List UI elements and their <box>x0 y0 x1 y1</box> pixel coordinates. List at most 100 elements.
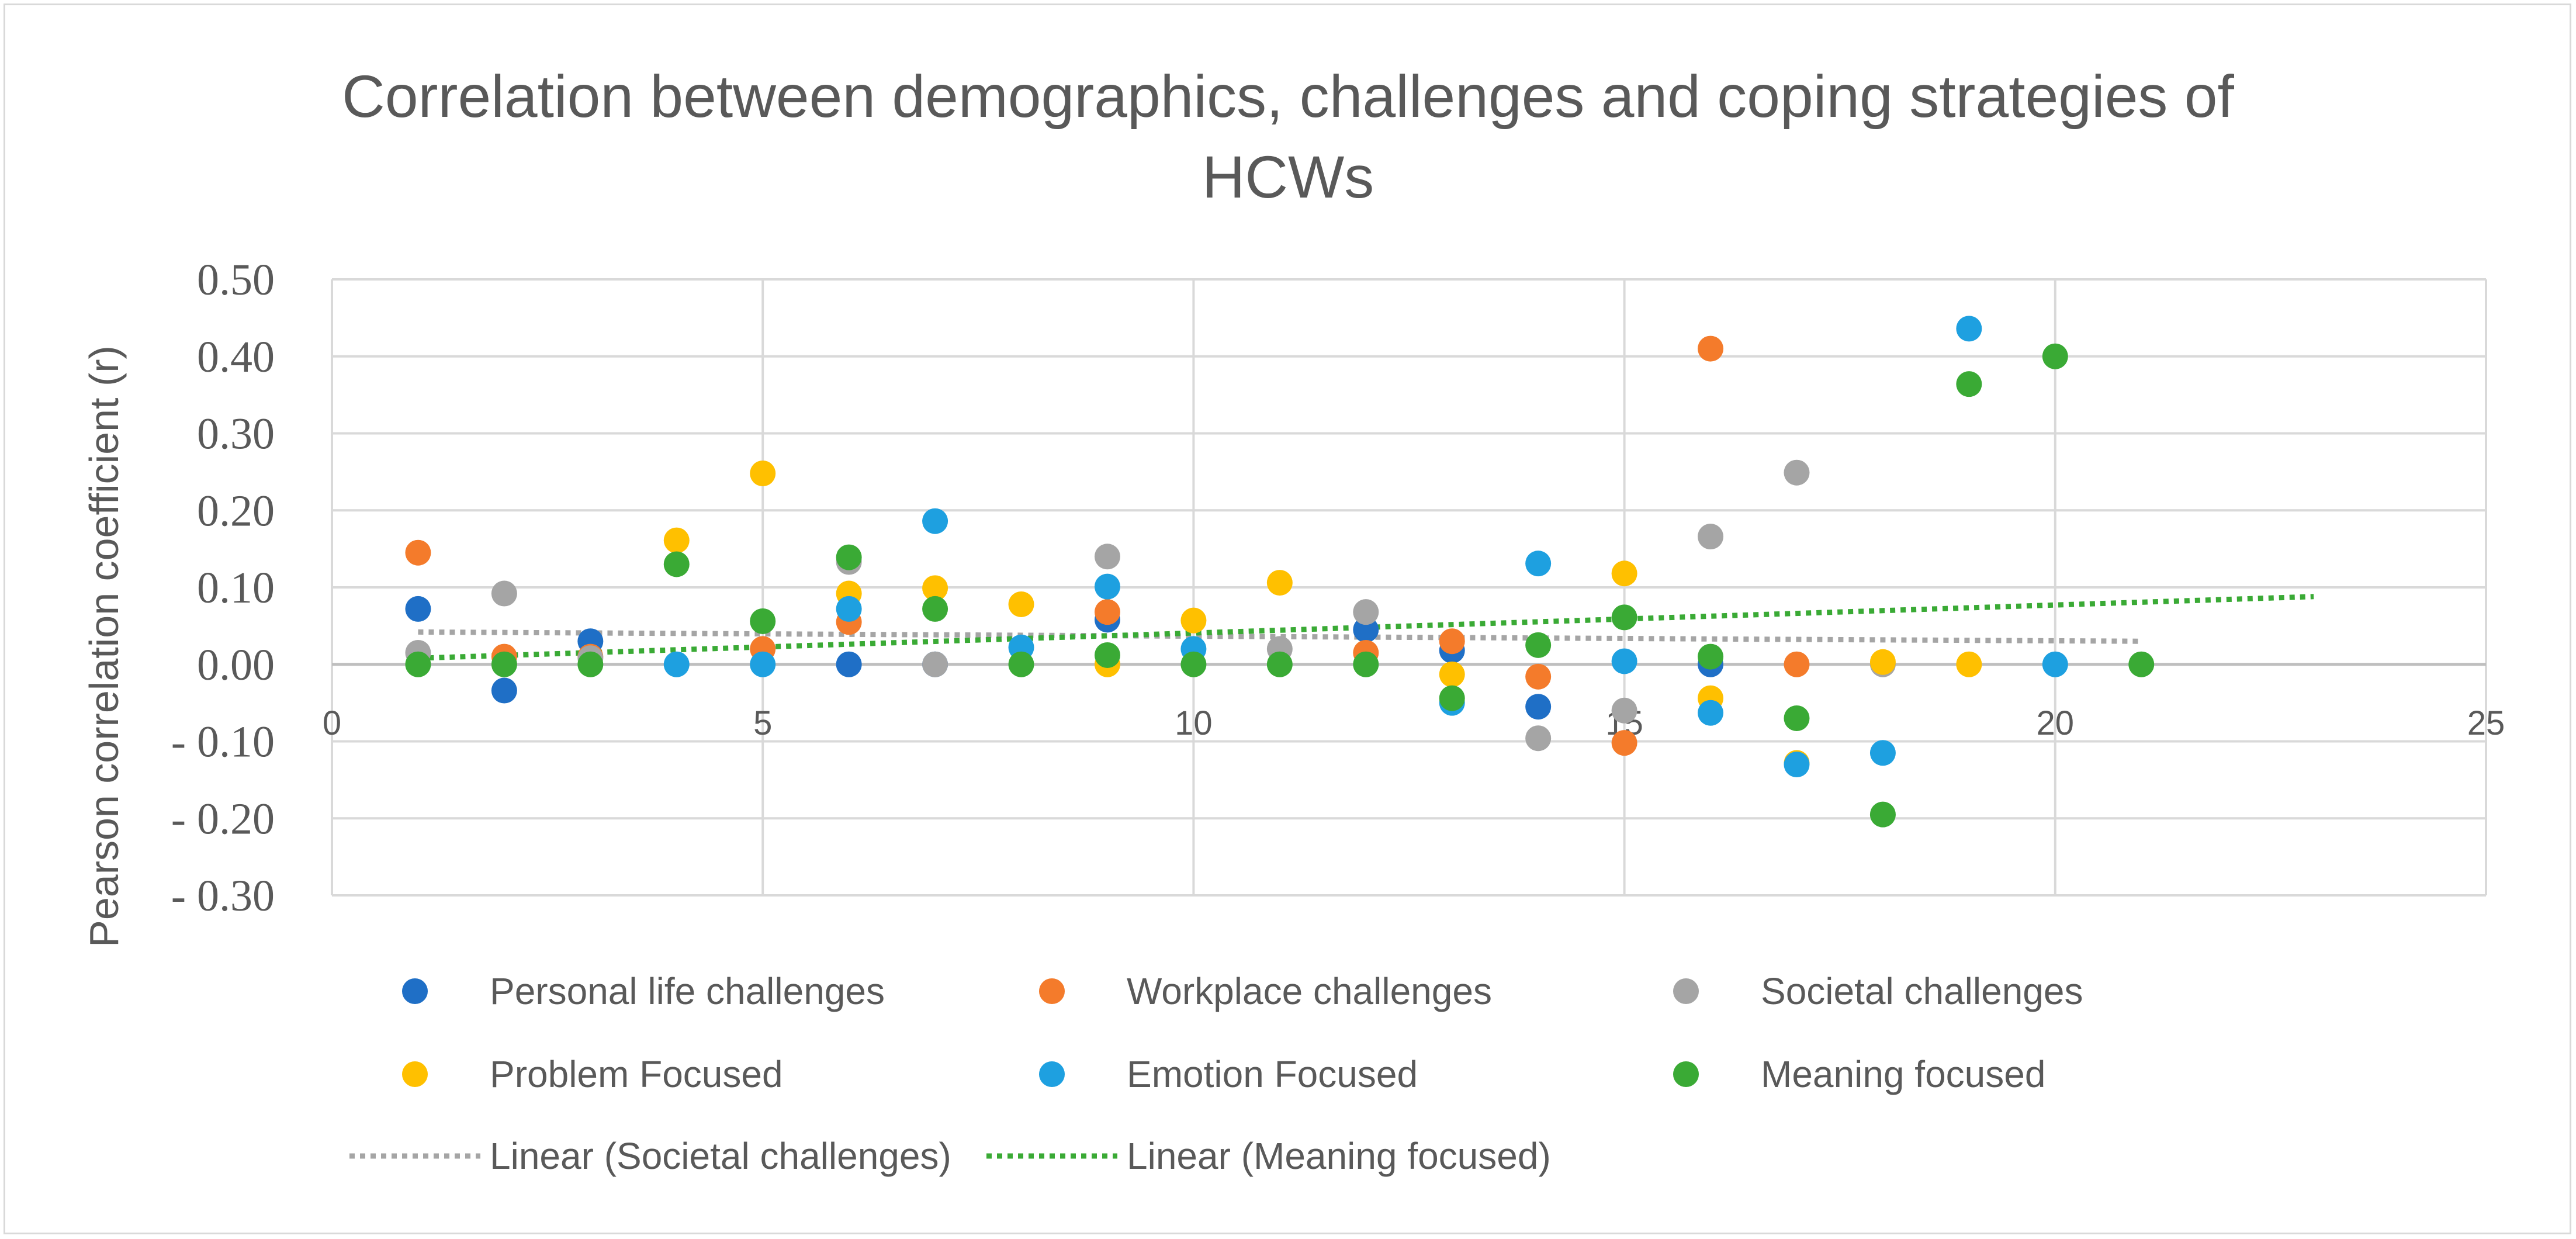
point-emotion-focused <box>1784 752 1810 778</box>
point-workplace-challenges <box>1094 599 1120 625</box>
legend-label-societal-challenges: Societal challenges <box>1761 970 2083 1012</box>
legend-label-workplace-challenges: Workplace challenges <box>1127 970 1492 1012</box>
point-meaning-focused <box>1956 371 1982 397</box>
point-meaning-focused <box>491 651 517 677</box>
y-tick-label: 0.00 <box>197 641 275 690</box>
y-tick-label: - 0.20 <box>171 794 275 843</box>
y-tick-label: 0.50 <box>197 255 275 304</box>
point-workplace-challenges <box>1698 335 1724 362</box>
y-tick-label: - 0.30 <box>171 871 275 920</box>
y-tick-label: - 0.10 <box>171 718 275 767</box>
trendline-linear-societal-challenges <box>418 629 2142 644</box>
point-meaning-focused <box>1439 685 1465 711</box>
point-meaning-focused <box>2042 343 2068 369</box>
point-societal-challenges <box>1525 725 1552 752</box>
x-tick-label: 0 <box>323 704 341 742</box>
point-emotion-focused <box>836 596 862 622</box>
point-meaning-focused <box>1266 651 1293 677</box>
point-meaning-focused <box>1784 705 1810 731</box>
point-workplace-challenges <box>1784 651 1810 677</box>
legend-marker-meaning-focused <box>1673 1061 1699 1087</box>
point-societal-challenges <box>1698 524 1724 550</box>
y-tick-label: 0.20 <box>197 486 275 535</box>
point-problem-focused <box>663 527 690 553</box>
x-tick-label: 25 <box>2467 704 2505 742</box>
point-meaning-focused <box>1869 801 1896 828</box>
legend-marker-personal-life-challenges <box>402 978 428 1004</box>
point-personal-life-challenges <box>1525 694 1552 720</box>
point-meaning-focused <box>836 544 862 570</box>
legend: Personal life challenges Workplace challe… <box>349 970 2083 1177</box>
chart-title-line-2: HCWs <box>1202 144 1374 210</box>
point-meaning-focused <box>663 551 690 577</box>
y-axis-label: Pearson correlation coefficient (r) <box>81 345 127 947</box>
point-meaning-focused <box>1094 642 1120 668</box>
legend-marker-workplace-challenges <box>1039 978 1065 1004</box>
point-emotion-focused <box>922 508 948 534</box>
legend-marker-emotion-focused <box>1039 1061 1065 1087</box>
point-meaning-focused <box>1525 632 1552 658</box>
point-workplace-challenges <box>405 539 431 566</box>
point-workplace-challenges <box>1439 628 1465 655</box>
point-meaning-focused <box>2128 651 2155 677</box>
point-societal-challenges <box>922 651 948 677</box>
gridlines <box>331 278 2487 897</box>
point-emotion-focused <box>1525 551 1552 577</box>
x-tick-label: 10 <box>1175 704 1213 742</box>
point-personal-life-challenges <box>836 651 862 677</box>
point-meaning-focused <box>750 608 776 634</box>
legend-marker-problem-focused <box>402 1061 428 1087</box>
point-emotion-focused <box>1611 648 1637 674</box>
point-societal-challenges <box>1094 544 1120 570</box>
point-meaning-focused <box>1611 604 1637 631</box>
y-tick-label: 0.40 <box>197 333 275 382</box>
point-workplace-challenges <box>1525 663 1552 690</box>
point-personal-life-challenges <box>405 596 431 622</box>
legend-label-personal-life-challenges: Personal life challenges <box>490 970 885 1012</box>
point-personal-life-challenges <box>491 677 517 704</box>
point-problem-focused <box>1266 570 1293 596</box>
point-societal-challenges <box>1784 459 1810 486</box>
point-problem-focused <box>750 461 776 487</box>
axes: 0.50 0.40 0.30 0.20 0.10 0.00 - 0.10 - 0.20 - 0.… <box>171 255 2505 920</box>
y-tick-label: 0.10 <box>197 563 275 612</box>
point-problem-focused <box>1869 649 1896 675</box>
point-meaning-focused <box>1008 651 1034 677</box>
chart-title-line-1: Correlation between demographics, challe… <box>342 63 2234 130</box>
point-meaning-focused <box>1180 651 1207 677</box>
point-emotion-focused <box>750 651 776 677</box>
legend-label-linear-meaning-focused: Linear (Meaning focused) <box>1127 1135 1551 1177</box>
legend-marker-societal-challenges <box>1673 978 1699 1004</box>
point-societal-challenges <box>1611 697 1637 724</box>
legend-label-linear-societal-challenges: Linear (Societal challenges) <box>490 1135 951 1177</box>
point-emotion-focused <box>1869 740 1896 766</box>
point-meaning-focused <box>1353 651 1379 677</box>
y-tick-label: 0.30 <box>197 410 275 459</box>
point-problem-focused <box>922 575 948 601</box>
x-tick-label: 5 <box>753 704 772 742</box>
point-societal-challenges <box>1353 599 1379 625</box>
point-meaning-focused <box>405 651 431 677</box>
point-problem-focused <box>1611 560 1637 587</box>
point-problem-focused <box>1956 651 1982 677</box>
point-personal-life-challenges <box>1353 617 1379 643</box>
data-points <box>405 316 2155 828</box>
point-meaning-focused <box>577 651 604 677</box>
point-problem-focused <box>1008 591 1034 617</box>
point-problem-focused <box>1180 607 1207 634</box>
point-emotion-focused <box>1956 316 1982 342</box>
x-tick-label: 20 <box>2037 704 2075 742</box>
point-societal-challenges <box>491 580 517 607</box>
point-meaning-focused <box>922 596 948 622</box>
point-emotion-focused <box>1698 700 1724 726</box>
legend-label-problem-focused: Problem Focused <box>490 1053 783 1095</box>
point-emotion-focused <box>663 651 690 677</box>
legend-label-emotion-focused: Emotion Focused <box>1127 1053 1418 1095</box>
point-workplace-challenges <box>1611 730 1637 756</box>
point-problem-focused <box>1439 661 1465 687</box>
chart-frame <box>4 4 2571 1234</box>
point-emotion-focused <box>2042 651 2068 677</box>
legend-label-meaning-focused: Meaning focused <box>1761 1053 2045 1095</box>
point-emotion-focused <box>1094 573 1120 600</box>
